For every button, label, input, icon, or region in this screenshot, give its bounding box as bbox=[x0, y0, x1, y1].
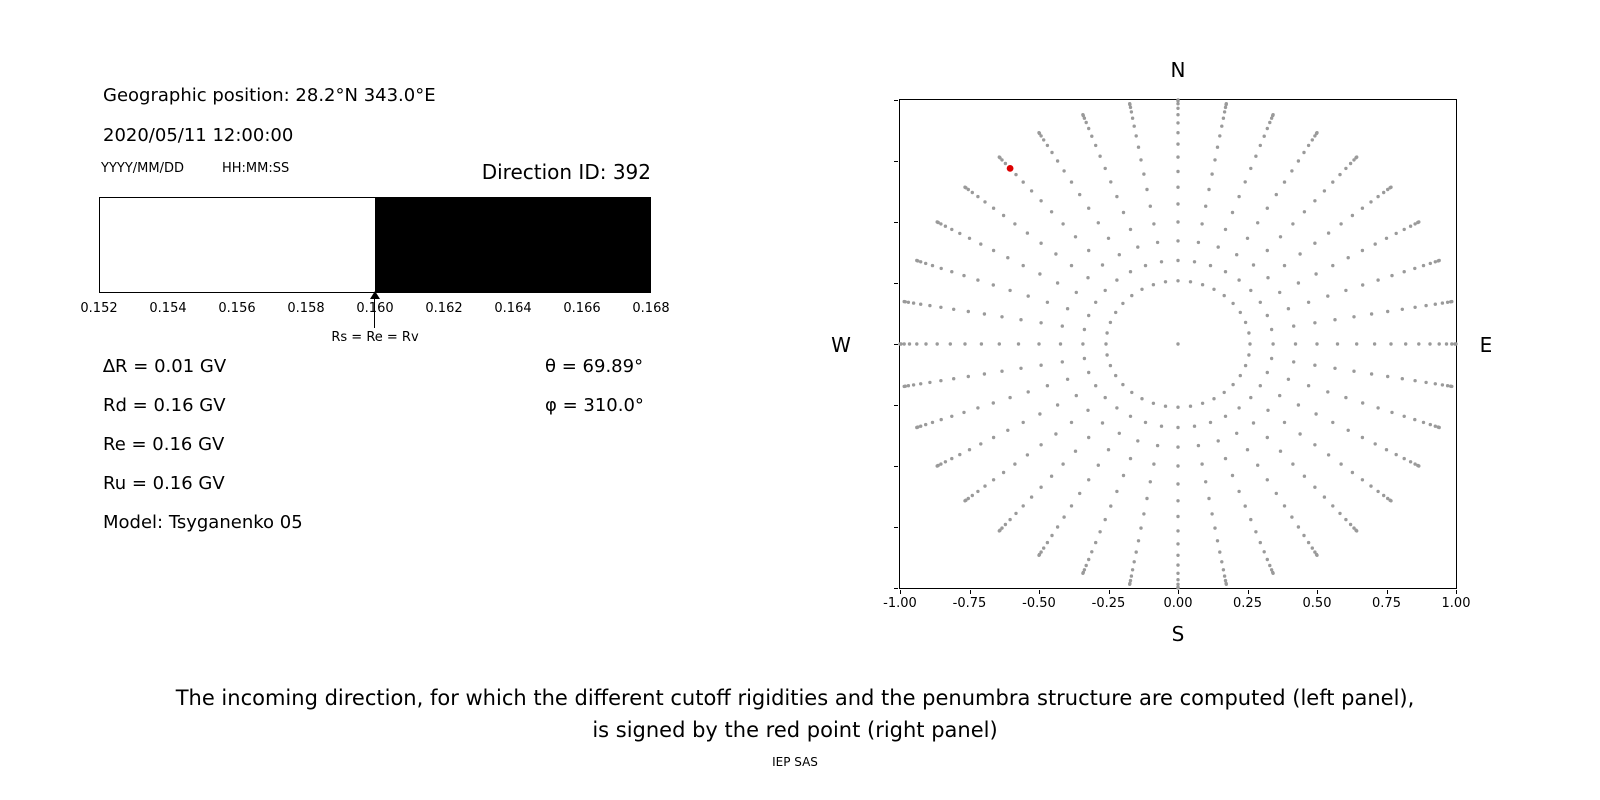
x-tick-mark bbox=[1178, 590, 1179, 594]
penumbra-tick-label: 0.160 bbox=[356, 301, 394, 316]
param-model: Model: Tsyganenko 05 bbox=[103, 512, 303, 533]
phi-value: φ = 310.0° bbox=[545, 395, 644, 416]
penumbra-tick-label: 0.162 bbox=[425, 301, 463, 316]
y-tick-mark bbox=[894, 527, 898, 528]
x-tick-label: 1.00 bbox=[1441, 596, 1471, 611]
compass-label-west: W bbox=[831, 333, 851, 357]
direction-plot bbox=[898, 98, 1458, 590]
penumbra-axis: 0.152 0.154 0.156 0.158 0.160 0.162 0.164 0.166… bbox=[80, 301, 669, 317]
x-tick-mark bbox=[1456, 590, 1457, 594]
penumbra-tick-label: 0.166 bbox=[563, 301, 601, 316]
date-format-label: YYYY/MM/DD bbox=[101, 161, 184, 176]
y-tick-mark bbox=[894, 283, 898, 284]
param-re: Re = 0.16 GV bbox=[103, 434, 225, 455]
theta-value: θ = 69.89° bbox=[545, 356, 644, 377]
y-tick-mark bbox=[894, 161, 898, 162]
compass-label-east: E bbox=[1479, 333, 1493, 357]
x-tick-label: 0.25 bbox=[1233, 596, 1262, 611]
x-tick-mark bbox=[1247, 590, 1249, 594]
caption-line-1: The incoming direction, for which the di… bbox=[175, 686, 1415, 710]
cutoff-arrow-line bbox=[374, 297, 375, 328]
compass-label-south: S bbox=[1171, 622, 1185, 646]
caption-line-2: is signed by the red point (right panel) bbox=[592, 718, 998, 742]
param-rd: Rd = 0.16 GV bbox=[103, 395, 226, 416]
x-tick-mark bbox=[1386, 590, 1388, 594]
y-tick-mark bbox=[894, 344, 898, 345]
y-tick-mark bbox=[894, 405, 898, 406]
x-tick-mark bbox=[900, 590, 901, 594]
penumbra-forbidden-band bbox=[375, 197, 651, 293]
cutoff-arrow-label: Rs = Re = Rv bbox=[331, 330, 419, 345]
credit-label: IEP SAS bbox=[772, 755, 818, 769]
y-tick-mark bbox=[894, 222, 898, 223]
y-tick-mark bbox=[894, 466, 898, 467]
x-tick-label: -0.25 bbox=[1091, 596, 1126, 611]
x-tick-mark bbox=[969, 590, 971, 594]
x-tick-mark bbox=[1108, 590, 1110, 594]
datetime-text: 2020/05/11 12:00:00 bbox=[103, 125, 294, 146]
time-format-label: HH:MM:SS bbox=[222, 161, 290, 176]
direction-grid-points bbox=[898, 98, 1458, 590]
x-tick-label: -0.75 bbox=[952, 596, 987, 611]
penumbra-tick-label: 0.168 bbox=[632, 301, 670, 316]
x-tick-label: 0.00 bbox=[1163, 596, 1193, 611]
penumbra-tick-label: 0.154 bbox=[149, 301, 187, 316]
param-delta-r: ∆R = 0.01 GV bbox=[103, 356, 227, 377]
x-tick-mark bbox=[1317, 590, 1318, 594]
compass-label-north: N bbox=[1170, 58, 1186, 82]
y-tick-mark bbox=[894, 100, 898, 101]
param-ru: Ru = 0.16 GV bbox=[103, 473, 225, 494]
penumbra-tick-label: 0.156 bbox=[218, 301, 256, 316]
penumbra-tick-label: 0.164 bbox=[494, 301, 532, 316]
x-tick-label: 0.50 bbox=[1302, 596, 1332, 611]
penumbra-tick-label: 0.158 bbox=[287, 301, 325, 316]
penumbra-tick-label: 0.152 bbox=[80, 301, 118, 316]
cutoff-arrow-icon bbox=[370, 291, 380, 299]
direction-scatter bbox=[898, 98, 1458, 590]
x-tick-label: -1.00 bbox=[883, 596, 917, 611]
geo-position-text: Geographic position: 28.2°N 343.0°E bbox=[103, 85, 436, 106]
y-tick-mark bbox=[894, 588, 898, 589]
selected-direction-point bbox=[1006, 165, 1014, 172]
direction-id-label: Direction ID: 392 bbox=[481, 160, 651, 184]
x-tick-label: -0.50 bbox=[1022, 596, 1056, 611]
x-tick-mark bbox=[1039, 590, 1040, 594]
penumbra-bar bbox=[99, 197, 651, 293]
x-tick-label: 0.75 bbox=[1372, 596, 1401, 611]
